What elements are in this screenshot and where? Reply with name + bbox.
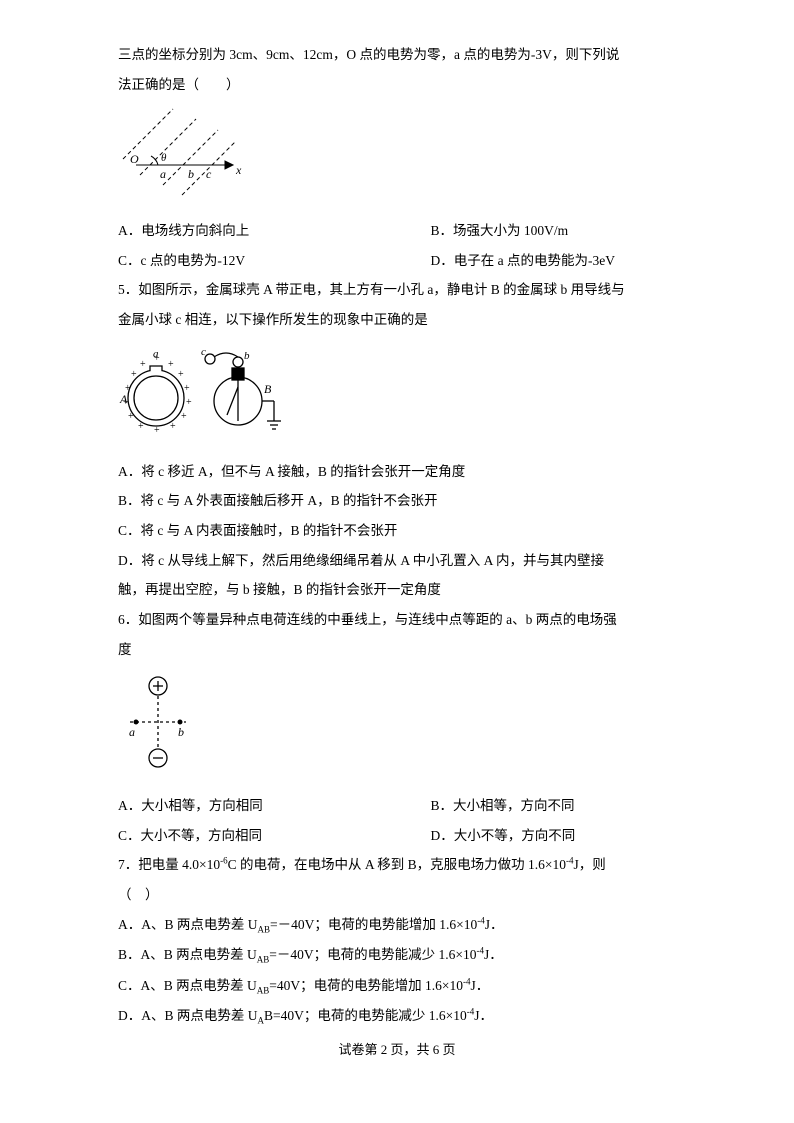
svg-text:+: + — [178, 369, 184, 380]
q5-option-C: C．将 c 与 A 内表面接触时，B 的指针不会张开 — [118, 516, 676, 546]
q7C-pre: C．A、B 两点电势差 U — [118, 978, 257, 993]
label-x: x — [235, 163, 242, 177]
label-a2: a — [153, 348, 159, 360]
svg-text:+: + — [154, 425, 160, 436]
q7A-post: J． — [485, 917, 504, 932]
q7D-pre: D．A、B 两点电势差 U — [118, 1008, 258, 1023]
q7C-mid: =40V；电荷的电势能增加 1.6×10 — [269, 978, 463, 993]
q6-option-C: C．大小不等，方向相同 — [118, 821, 430, 851]
q7B-sub: AB — [257, 955, 270, 965]
q5-option-D-line1: D．将 c 从导线上解下，然后用绝缘细绳吊着从 A 中小孔置入 A 内，并与其内… — [118, 546, 676, 576]
q6-option-D: D．大小不等，方向不同 — [430, 821, 676, 851]
q7-exp2: -4 — [566, 856, 574, 866]
q7B-post: J． — [484, 947, 503, 962]
q4-stem-line1: 三点的坐标分别为 3cm、9cm、12cm，O 点的电势为零，a 点的电势为-3… — [118, 40, 676, 70]
q7-option-C: C．A、B 两点电势差 UAB=40V；电荷的电势能增加 1.6×10-4J． — [118, 971, 676, 1001]
label-A2: A — [119, 392, 128, 406]
q7C-exp: -4 — [463, 976, 471, 986]
q7B-exp: -4 — [477, 946, 485, 956]
svg-text:+: + — [168, 359, 174, 370]
label-c2: c — [201, 346, 206, 358]
diagram-equipotential-lines: O θ a b c x — [118, 107, 676, 208]
diagram-dipole: a b — [118, 672, 676, 783]
q7A-pre: A．A、B 两点电势差 U — [118, 917, 258, 932]
q7-stem-line2: （ ） — [118, 880, 676, 910]
label-a: a — [160, 167, 166, 181]
page-footer: 试卷第 2 页，共 6 页 — [118, 1036, 676, 1065]
svg-text:+: + — [131, 369, 137, 380]
q7B-pre: B．A、B 两点电势差 U — [118, 947, 257, 962]
q7-option-D: D．A、B 两点电势差 UAB=40V；电荷的电势能减少 1.6×10-4J． — [118, 1001, 676, 1031]
q7B-mid: =－40V；电荷的电势能减少 1.6×10 — [269, 947, 476, 962]
q7-stem-post: J，则 — [574, 857, 606, 872]
svg-text:+: + — [128, 411, 134, 422]
q5-option-A: A．将 c 移近 A，但不与 A 接触，B 的指针会张开一定角度 — [118, 457, 676, 487]
q4-stem-line2: 法正确的是（ ） — [118, 70, 676, 100]
svg-text:+: + — [140, 359, 146, 370]
q7A-sub: AB — [258, 924, 271, 934]
svg-text:+: + — [184, 383, 190, 394]
q7-stem-line1: 7．把电量 4.0×10-6C 的电荷，在电场中从 A 移到 B，克服电场力做功… — [118, 850, 676, 880]
q5-option-D-line2: 触，再提出空腔，与 b 接触，B 的指针会张开一定角度 — [118, 575, 676, 605]
diagram-electroscope: + ++ ++ ++ ++ ++ ++ + A a — [118, 343, 676, 449]
q7D-mid: B=40V；电荷的电势能减少 1.6×10 — [264, 1008, 467, 1023]
q7C-post: J． — [471, 978, 490, 993]
q7-option-A: A．A、B 两点电势差 UAB=－40V；电荷的电势能增加 1.6×10-4J． — [118, 910, 676, 940]
svg-text:+: + — [170, 421, 176, 432]
label-O: O — [130, 152, 139, 166]
label-b3: b — [178, 725, 184, 739]
q7A-exp: -4 — [477, 915, 485, 925]
q7-stem-pre: 7．把电量 4.0×10 — [118, 857, 220, 872]
q4-option-C: C．c 点的电势为-12V — [118, 246, 430, 276]
q4-option-D: D．电子在 a 点的电势能为-3eV — [430, 246, 676, 276]
label-a3: a — [129, 725, 135, 739]
label-B2: B — [264, 382, 272, 396]
q7-exp1: -6 — [220, 856, 228, 866]
q7A-mid: =－40V；电荷的电势能增加 1.6×10 — [270, 917, 477, 932]
q7D-post: J． — [474, 1008, 493, 1023]
q7-option-B: B．A、B 两点电势差 UAB=－40V；电荷的电势能减少 1.6×10-4J． — [118, 940, 676, 970]
q7C-sub: AB — [257, 985, 270, 995]
q7-stem-mid: C 的电荷，在电场中从 A 移到 B，克服电场力做功 1.6×10 — [228, 857, 566, 872]
q4-option-B: B．场强大小为 100V/m — [430, 216, 676, 246]
q6-stem-line2: 度 — [118, 635, 676, 665]
label-c: c — [206, 167, 212, 181]
q5-stem-line1: 5．如图所示，金属球壳 A 带正电，其上方有一小孔 a，静电计 B 的金属球 b… — [118, 275, 676, 305]
q6-stem-line1: 6．如图两个等量异种点电荷连线的中垂线上，与连线中点等距的 a、b 两点的电场强 — [118, 605, 676, 635]
q6-option-B: B．大小相等，方向不同 — [430, 791, 676, 821]
q5-option-B: B．将 c 与 A 外表面接触后移开 A，B 的指针不会张开 — [118, 486, 676, 516]
page-container: 三点的坐标分别为 3cm、9cm、12cm，O 点的电势为零，a 点的电势为-3… — [0, 0, 794, 1094]
label-b2: b — [244, 350, 250, 362]
label-theta: θ — [161, 152, 167, 164]
q5-stem-line2: 金属小球 c 相连，以下操作所发生的现象中正确的是 — [118, 305, 676, 335]
q6-option-A: A．大小相等，方向相同 — [118, 791, 430, 821]
label-b: b — [188, 167, 194, 181]
svg-text:+: + — [181, 411, 187, 422]
q4-option-A: A．电场线方向斜向上 — [118, 216, 430, 246]
svg-text:+: + — [138, 421, 144, 432]
svg-text:+: + — [186, 397, 192, 408]
